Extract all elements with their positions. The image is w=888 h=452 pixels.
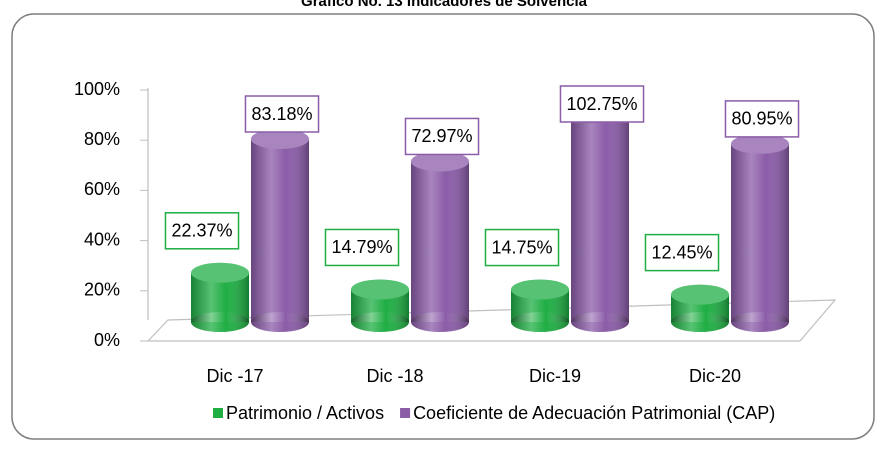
value-label-box <box>404 117 480 156</box>
value-label: 83.18% <box>251 104 312 124</box>
bar-top-light <box>671 284 729 305</box>
value-label-box <box>644 233 720 272</box>
bar-top-light <box>191 262 249 283</box>
value-label: 14.75% <box>491 237 552 257</box>
value-label-box <box>244 95 320 133</box>
y-tick-label: 100% <box>74 79 120 99</box>
value-label-box <box>724 100 800 138</box>
bar <box>351 279 409 332</box>
x-tick-label: Dic -17 <box>206 366 263 386</box>
bar-top <box>511 279 569 300</box>
value-label-box <box>324 228 400 267</box>
x-tick-label: Dic-20 <box>689 366 741 386</box>
value-label: 12.45% <box>651 242 712 262</box>
bar-top <box>671 284 729 305</box>
title-bg <box>230 0 660 12</box>
bar-top <box>191 262 249 283</box>
bar-top <box>731 133 789 154</box>
value-label-box <box>559 85 645 123</box>
bar <box>571 85 629 332</box>
y-tick-label: 0% <box>94 330 120 350</box>
legend-swatch <box>213 408 223 418</box>
bar-body-shade <box>731 143 789 322</box>
bar-top-light <box>251 129 309 150</box>
x-tick-label: Dic -18 <box>366 366 423 386</box>
legend-label: Coeficiente de Adecuación Patrimonial (C… <box>413 403 775 423</box>
y-tick-label: 80% <box>84 129 120 149</box>
bar-body-shade <box>411 161 469 322</box>
bar-top <box>251 129 309 150</box>
y-tick-label: 40% <box>84 229 120 249</box>
value-label-box <box>484 228 560 267</box>
bar-body-shade <box>251 139 309 322</box>
chart-title: Gráfico No. 13 Indicadores de Solvencia <box>301 0 588 10</box>
value-label: 22.37% <box>171 221 232 241</box>
y-tick-label: 20% <box>84 280 120 300</box>
value-label: 102.75% <box>566 94 637 114</box>
bar-top <box>411 151 469 172</box>
value-label: 72.97% <box>411 126 472 146</box>
bar <box>251 129 309 332</box>
bar <box>411 151 469 332</box>
bar <box>731 133 789 332</box>
bar-body-shade <box>571 95 629 322</box>
x-tick-label: Dic-19 <box>529 366 581 386</box>
bar-top-light <box>511 279 569 300</box>
legend-label: Patrimonio / Activos <box>226 403 384 423</box>
bar-top-light <box>351 279 409 300</box>
value-label-box <box>164 212 240 250</box>
floor <box>146 299 837 342</box>
bar-top-light <box>731 133 789 154</box>
bar <box>191 262 249 332</box>
value-label: 80.95% <box>731 109 792 129</box>
bar-top <box>351 279 409 300</box>
value-label: 14.79% <box>331 237 392 257</box>
legend-swatch <box>400 408 411 418</box>
y-tick-label: 60% <box>84 179 120 199</box>
bar <box>511 279 569 332</box>
bar <box>671 284 729 332</box>
bar-top-light <box>411 151 469 172</box>
